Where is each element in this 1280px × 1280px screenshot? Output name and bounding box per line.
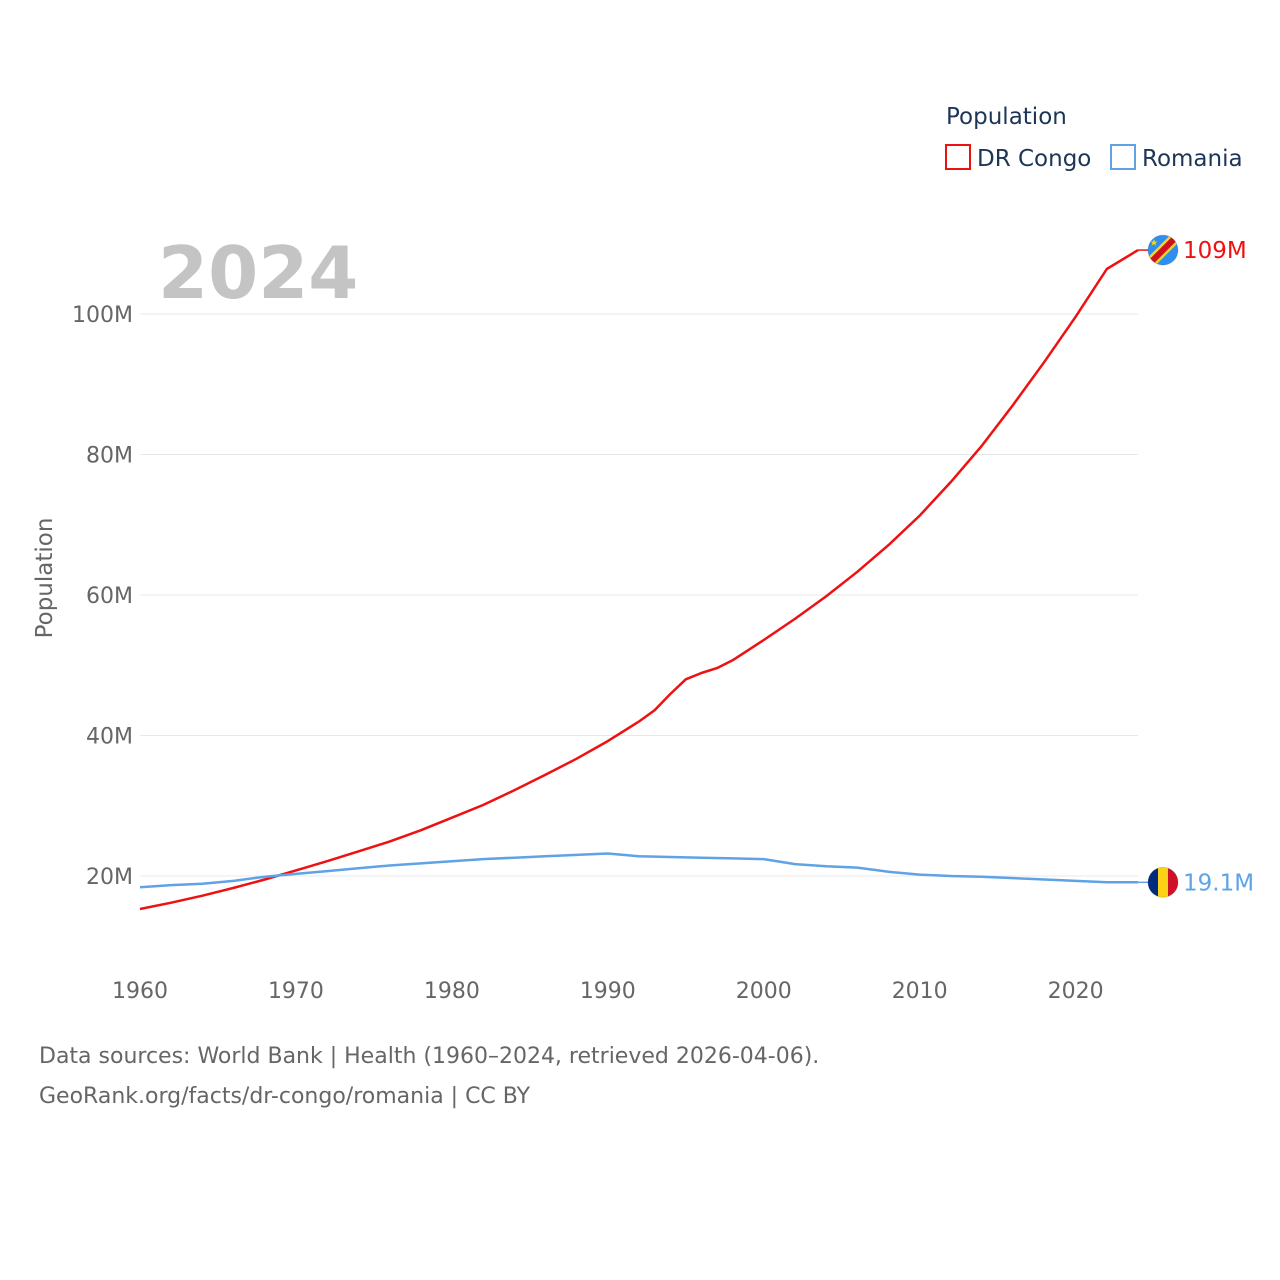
romania-flag-icon xyxy=(1147,866,1179,898)
y-axis-ticks: 20M 40M 60M 80M 100M xyxy=(72,303,133,890)
series-line-dr-congo xyxy=(139,249,1139,911)
end-value-label: 109M xyxy=(1183,238,1247,264)
year-watermark: 2024 xyxy=(158,231,358,315)
x-tick-label: 1960 xyxy=(112,979,168,1004)
legend-swatch-romania[interactable] xyxy=(1110,144,1136,170)
legend: Population DR Congo Romania xyxy=(945,104,1243,172)
legend-label-dr-congo[interactable]: DR Congo xyxy=(977,146,1091,172)
footer-sources: Data sources: World Bank | Health (1960–… xyxy=(39,1044,820,1069)
legend-label-romania[interactable]: Romania xyxy=(1142,146,1243,172)
end-value-label: 19.1M xyxy=(1183,870,1254,896)
y-tick-label: 80M xyxy=(86,444,133,469)
grid-lines xyxy=(140,313,1138,877)
y-tick-label: 100M xyxy=(72,303,133,328)
y-tick-label: 40M xyxy=(86,725,133,750)
x-tick-label: 1990 xyxy=(580,979,636,1004)
series-lines xyxy=(139,249,1139,911)
series-line-romania xyxy=(139,852,1138,889)
x-tick-label: 1980 xyxy=(424,979,480,1004)
y-tick-label: 60M xyxy=(86,584,133,609)
series-end-markers: 109M 19.1M xyxy=(1138,234,1254,898)
legend-swatch-dr-congo[interactable] xyxy=(945,144,971,170)
y-tick-label: 20M xyxy=(86,865,133,890)
x-tick-label: 2020 xyxy=(1048,979,1104,1004)
x-tick-label: 1970 xyxy=(268,979,324,1004)
footer-credit[interactable]: GeoRank.org/facts/dr-congo/romania | CC … xyxy=(39,1084,531,1109)
y-axis-label: Population xyxy=(32,518,58,639)
x-tick-label: 2010 xyxy=(892,979,948,1004)
x-tick-label: 2000 xyxy=(736,979,792,1004)
legend-title: Population xyxy=(946,104,1067,130)
x-axis-ticks: 1960 1970 1980 1990 2000 2010 2020 xyxy=(112,979,1104,1004)
dr-congo-flag-icon xyxy=(1147,234,1179,266)
